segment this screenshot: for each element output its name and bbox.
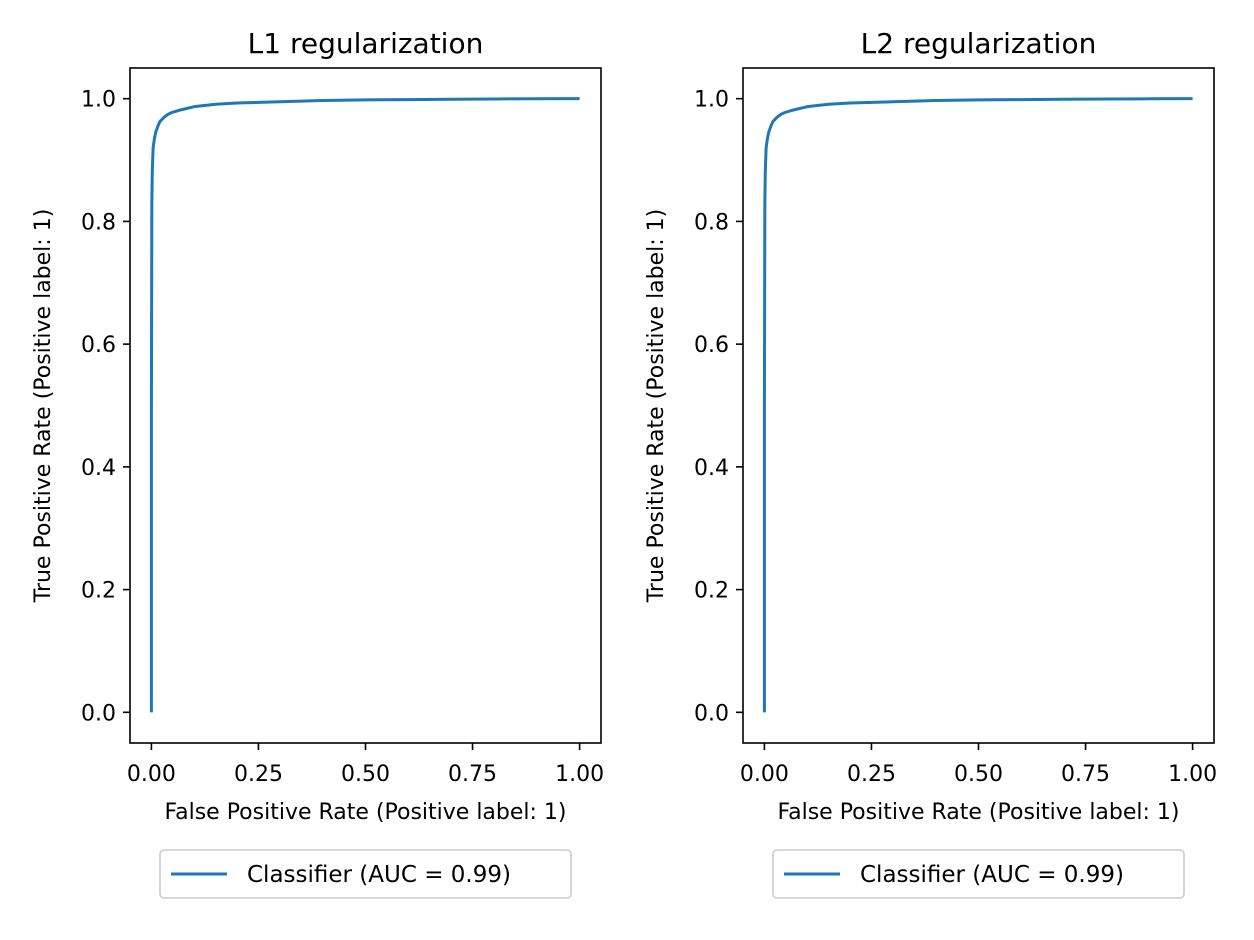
x-tick-label: 0.75 bbox=[1061, 762, 1110, 787]
legend-box bbox=[772, 849, 1185, 899]
y-tick-label: 0.8 bbox=[81, 210, 116, 235]
axes-frame bbox=[742, 67, 1215, 744]
y-tick-label: 0.8 bbox=[694, 210, 729, 235]
legend: Classifier (AUC = 0.99) bbox=[772, 849, 1185, 899]
chart-panel-1: L1 regularization 0.00 0.25 0.50 0.75 1.00 0.0… bbox=[31, 27, 604, 899]
legend: Classifier (AUC = 0.99) bbox=[159, 849, 572, 899]
y-tick-label: 0.6 bbox=[81, 333, 116, 358]
x-tick-label: 0.00 bbox=[127, 762, 176, 787]
x-axis-label: False Positive Rate (Positive label: 1) bbox=[777, 800, 1179, 825]
x-tick-label: 1.00 bbox=[1168, 762, 1217, 787]
roc-curve-line bbox=[149, 97, 580, 713]
y-tick-label: 0.4 bbox=[81, 456, 116, 481]
legend-label: Classifier (AUC = 0.99) bbox=[247, 862, 511, 888]
x-tick-label: 0.25 bbox=[847, 762, 896, 787]
x-tick-label: 0.00 bbox=[740, 762, 789, 787]
y-axis-label: True Positive Rate (Positive label: 1) bbox=[644, 209, 669, 604]
axes-frame bbox=[129, 67, 602, 744]
y-tick-label: 0.0 bbox=[81, 701, 116, 726]
y-tick-label: 0.0 bbox=[694, 701, 729, 726]
x-tick-label: 1.00 bbox=[555, 762, 604, 787]
y-tick-label: 0.2 bbox=[694, 579, 729, 604]
y-axis-label: True Positive Rate (Positive label: 1) bbox=[31, 209, 56, 604]
legend-label: Classifier (AUC = 0.99) bbox=[860, 862, 1124, 888]
y-tick-label: 1.0 bbox=[81, 88, 116, 113]
y-tick-label: 0.4 bbox=[694, 456, 729, 481]
x-tick-label: 0.25 bbox=[234, 762, 283, 787]
legend-box bbox=[159, 849, 572, 899]
y-tick-label: 0.6 bbox=[694, 333, 729, 358]
x-axis-label: False Positive Rate (Positive label: 1) bbox=[164, 800, 566, 825]
chart-title: L2 regularization bbox=[861, 27, 1097, 60]
y-tick-label: 1.0 bbox=[694, 88, 729, 113]
chart-panel-2: L2 regularization 0.00 0.25 0.50 0.75 1.00 0.0… bbox=[644, 27, 1217, 899]
y-tick-label: 0.2 bbox=[81, 579, 116, 604]
x-tick-label: 0.50 bbox=[954, 762, 1003, 787]
chart-title: L1 regularization bbox=[248, 27, 484, 60]
x-tick-label: 0.50 bbox=[341, 762, 390, 787]
roc-curve-line bbox=[762, 97, 1193, 713]
x-tick-label: 0.75 bbox=[448, 762, 497, 787]
